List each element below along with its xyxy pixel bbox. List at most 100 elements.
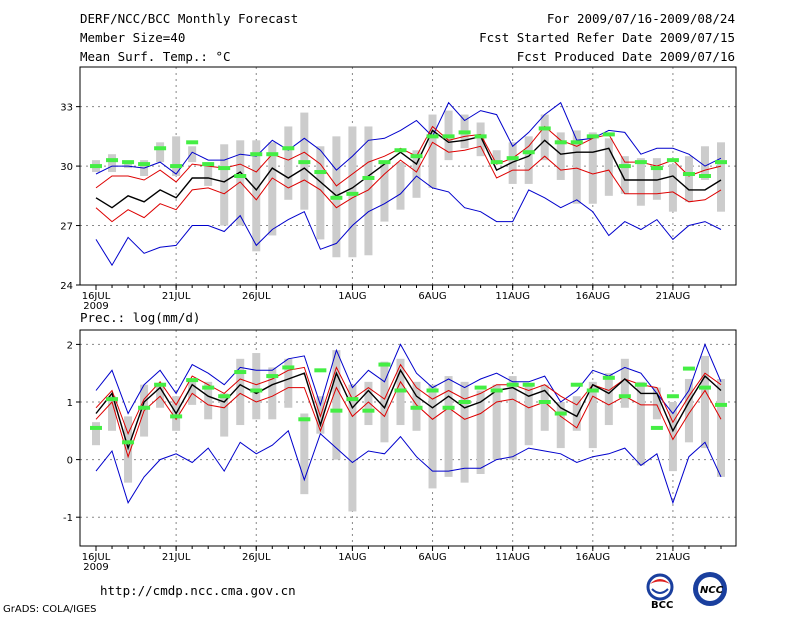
x-tick-label: 21JUL xyxy=(162,291,191,302)
observation-marker xyxy=(90,425,102,430)
observation-marker xyxy=(715,160,727,165)
observation-marker xyxy=(106,158,119,163)
series-line-upper xyxy=(95,363,722,435)
x-tick-label: 6AUG xyxy=(418,552,446,563)
spread-bar xyxy=(508,376,517,460)
observation-marker xyxy=(362,175,375,180)
plot-frame xyxy=(79,66,737,286)
spread-bar xyxy=(717,142,725,212)
observation-marker xyxy=(394,148,407,153)
footer-url[interactable]: http://cmdp.ncc.cma.gov.cn xyxy=(100,583,296,598)
x-tick-label: 6AUG xyxy=(418,291,446,302)
observation-marker xyxy=(394,388,407,393)
observation-marker xyxy=(378,160,391,165)
observation-marker xyxy=(538,126,551,131)
series-line-lower xyxy=(95,380,722,459)
observation-marker xyxy=(586,134,599,139)
observation-marker xyxy=(570,382,583,387)
header-variable: Mean Surf. Temp.: °C xyxy=(80,49,231,64)
x-tick-label: 1AUG xyxy=(338,291,366,302)
spread-bar xyxy=(524,136,533,184)
spread-bar xyxy=(220,144,229,226)
spread-bar xyxy=(652,158,661,200)
spread-bar xyxy=(220,393,229,437)
observation-marker xyxy=(298,417,311,422)
observation-marker xyxy=(538,400,551,404)
observation-marker xyxy=(682,366,695,371)
spread-bar xyxy=(348,384,357,512)
y-tick-label: 2 xyxy=(67,340,73,351)
spread-bar xyxy=(300,413,309,495)
spread-bar xyxy=(717,378,725,477)
observation-marker xyxy=(410,154,423,159)
observation-marker xyxy=(426,388,439,393)
observation-marker xyxy=(202,162,215,167)
grads-credit: GrADS: COLA/IGES xyxy=(3,604,97,615)
y-tick-label: 30 xyxy=(60,162,73,173)
series-line-mean xyxy=(95,129,722,209)
panel-1: 24 27 30 33 16JUL 21JUL 26JUL 1AUG 6AUG 11AUG 16AU… xyxy=(60,66,737,312)
observation-marker xyxy=(234,174,247,178)
spread-bar xyxy=(604,138,613,196)
observation-marker xyxy=(650,425,663,430)
observation-marker xyxy=(458,130,471,135)
spread-bar xyxy=(252,140,261,252)
observation-marker xyxy=(314,368,327,373)
spread-bar xyxy=(188,378,197,405)
observation-marker xyxy=(634,382,647,387)
x-tick-label: 16JUL xyxy=(82,552,111,563)
observation-marker xyxy=(474,134,487,139)
x-tick-label: 26JUL xyxy=(242,291,271,302)
spread-bar xyxy=(604,373,613,426)
series-line-min xyxy=(95,175,722,267)
observation-marker xyxy=(506,382,519,387)
x-tick-label: 21AUG xyxy=(656,552,691,563)
observation-marker xyxy=(378,362,391,367)
observation-marker xyxy=(266,152,279,157)
observation-marker xyxy=(634,160,647,165)
spread-bar xyxy=(364,126,373,256)
spread-bar xyxy=(268,367,277,420)
observation-marker xyxy=(586,388,599,393)
spread-bar xyxy=(108,396,117,431)
spread-bar xyxy=(684,156,693,202)
spread-bar xyxy=(700,355,709,449)
spread-bar xyxy=(476,122,485,157)
plot-frame xyxy=(79,329,737,547)
observation-marker xyxy=(650,166,663,171)
y-tick-label: 0 xyxy=(67,456,73,467)
x-year-label: 2009 xyxy=(83,562,108,573)
series-line-max xyxy=(95,101,722,175)
observation-marker xyxy=(154,146,167,151)
observation-marker xyxy=(554,140,567,145)
spread-bar xyxy=(316,146,325,240)
spread-bar xyxy=(188,146,197,163)
observation-marker xyxy=(442,134,455,139)
observation-marker xyxy=(298,160,311,165)
spread-bar xyxy=(556,402,565,449)
spread-bar xyxy=(492,384,501,460)
spread-bar xyxy=(172,136,181,176)
spread-bar xyxy=(108,154,117,173)
observation-marker xyxy=(666,158,679,163)
x-year-label: 2009 xyxy=(83,301,108,312)
observation-marker xyxy=(442,405,455,410)
observation-marker xyxy=(330,408,343,413)
observation-marker xyxy=(170,164,183,169)
logos: BCC NCC xyxy=(646,572,727,610)
observation-marker xyxy=(490,388,503,393)
observation-marker xyxy=(522,150,535,155)
bcc-logo-text: BCC xyxy=(651,600,673,610)
observation-marker xyxy=(602,375,615,380)
x-tick-label: 11AUG xyxy=(495,291,530,302)
observation-marker xyxy=(282,365,295,370)
y-tick-label: 24 xyxy=(60,281,73,292)
observation-marker xyxy=(666,394,679,399)
spread-bar xyxy=(652,387,661,420)
spread-bar xyxy=(588,132,597,204)
spread-bar xyxy=(92,422,100,446)
spread-bar xyxy=(492,150,501,165)
panel-2: -1 0 1 2 16JUL 21JUL 26JUL 1AUG 6AUG 11AUG 16AUG 21… xyxy=(63,329,737,573)
x-tick-label: 16JUL xyxy=(82,291,111,302)
